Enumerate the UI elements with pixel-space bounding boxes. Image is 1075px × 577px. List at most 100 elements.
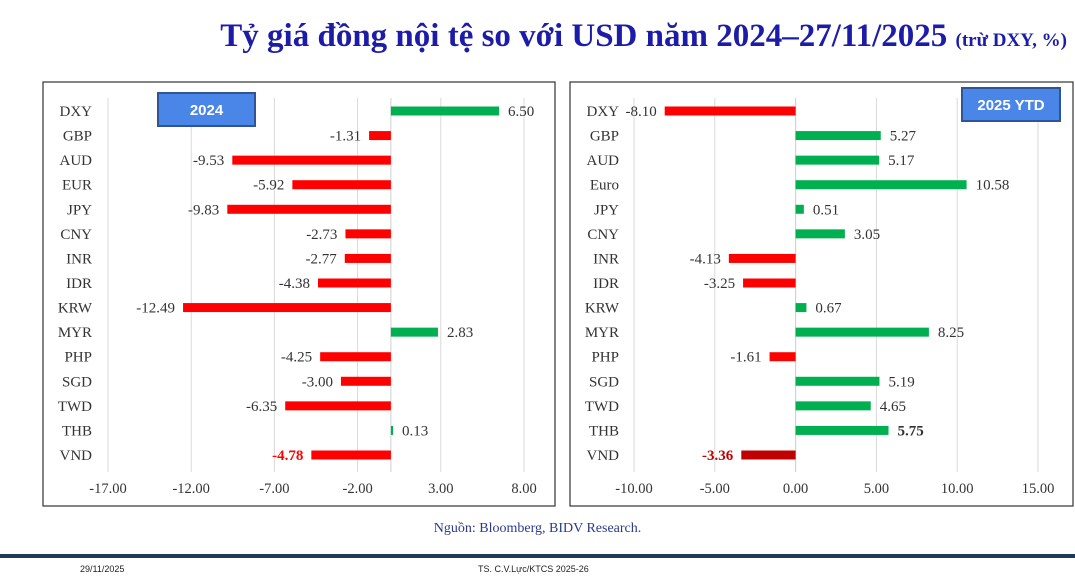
data-label: -3.25 bbox=[704, 276, 735, 292]
category-label: AUD bbox=[587, 153, 620, 169]
category-label: GBP bbox=[590, 129, 619, 145]
x-tick-label: -17.00 bbox=[89, 481, 126, 497]
category-label: CNY bbox=[60, 227, 92, 243]
category-label: INR bbox=[593, 251, 619, 267]
x-tick-label: -5.00 bbox=[700, 481, 730, 497]
data-label: 2.83 bbox=[447, 325, 473, 341]
bar-vnd bbox=[311, 450, 391, 460]
data-label: -1.31 bbox=[330, 129, 361, 145]
category-label: TWD bbox=[585, 399, 619, 415]
category-label: Euro bbox=[590, 178, 619, 194]
data-label: -6.35 bbox=[246, 399, 277, 415]
data-label: -2.73 bbox=[306, 227, 337, 243]
data-label: 5.27 bbox=[890, 129, 917, 145]
category-label: IDR bbox=[593, 276, 619, 292]
data-label: -2.77 bbox=[306, 251, 338, 267]
data-label: -1.61 bbox=[730, 350, 761, 366]
x-tick-label: 0.00 bbox=[783, 481, 808, 497]
data-label: 3.05 bbox=[854, 227, 880, 243]
data-label: 10.58 bbox=[976, 178, 1010, 194]
bar-thb bbox=[795, 425, 889, 435]
source-note: Nguồn: Bloomberg, BIDV Research. bbox=[433, 521, 642, 536]
bar-php bbox=[769, 352, 796, 362]
data-label: -4.25 bbox=[281, 350, 312, 366]
data-label: 0.51 bbox=[813, 202, 839, 218]
legend-box bbox=[961, 87, 1061, 122]
category-label: SGD bbox=[589, 374, 619, 390]
bar-dxy bbox=[664, 106, 796, 116]
bar-cny bbox=[795, 229, 845, 239]
data-label: 5.75 bbox=[898, 423, 924, 439]
legend-box bbox=[157, 92, 256, 127]
category-label: IDR bbox=[66, 276, 92, 292]
data-label: 5.19 bbox=[888, 374, 914, 390]
bar-aud bbox=[232, 155, 391, 165]
bar-krw bbox=[183, 303, 391, 313]
x-tick-label: 15.00 bbox=[1022, 481, 1055, 497]
category-label: PHP bbox=[64, 350, 92, 366]
bar-dxy bbox=[390, 106, 500, 116]
category-label: CNY bbox=[587, 227, 619, 243]
category-label: TWD bbox=[58, 399, 92, 415]
category-label: JPY bbox=[67, 202, 92, 218]
bar-cny bbox=[345, 229, 391, 239]
bar-inr bbox=[728, 253, 796, 263]
data-label: -3.36 bbox=[702, 448, 734, 464]
data-label: -9.83 bbox=[188, 202, 219, 218]
legend-label: 2024 bbox=[190, 102, 224, 119]
bar-sgd bbox=[795, 376, 880, 386]
data-label: 0.13 bbox=[402, 423, 428, 439]
chart-title: Tỷ giá đồng nội tệ so với USD năm 2024–2… bbox=[0, 18, 1075, 55]
category-label: PHP bbox=[591, 350, 619, 366]
bar-php bbox=[320, 352, 391, 362]
category-label: KRW bbox=[585, 301, 620, 317]
x-tick-label: -7.00 bbox=[259, 481, 289, 497]
category-label: MYR bbox=[58, 325, 92, 341]
bar-eur bbox=[292, 180, 391, 190]
bar-idr bbox=[317, 278, 391, 288]
x-tick-label: 3.00 bbox=[428, 481, 453, 497]
category-label: DXY bbox=[60, 104, 93, 120]
footer-author: TS. C.V.Lực/KTCS 2025-26 bbox=[478, 564, 589, 574]
bar-euro bbox=[795, 180, 967, 190]
data-label: -4.38 bbox=[279, 276, 310, 292]
data-label: 5.17 bbox=[888, 153, 915, 169]
category-label: KRW bbox=[58, 301, 93, 317]
bar-aud bbox=[795, 155, 880, 165]
data-label: -4.78 bbox=[272, 448, 303, 464]
bar-krw bbox=[795, 303, 807, 313]
data-label: -8.10 bbox=[625, 104, 656, 120]
bar-inr bbox=[344, 253, 391, 263]
x-tick-label: -2.00 bbox=[342, 481, 372, 497]
bar-idr bbox=[743, 278, 796, 288]
data-label: -3.00 bbox=[302, 374, 333, 390]
chart-frame bbox=[42, 81, 556, 507]
x-tick-label: 8.00 bbox=[511, 481, 536, 497]
bar-twd bbox=[795, 401, 871, 411]
data-label: -5.92 bbox=[253, 178, 284, 194]
legend-label: 2025 YTD bbox=[977, 97, 1044, 114]
footer-divider bbox=[0, 554, 1075, 558]
bar-myr bbox=[795, 327, 929, 337]
category-label: INR bbox=[66, 251, 92, 267]
category-label: SGD bbox=[62, 374, 92, 390]
data-label: -4.13 bbox=[690, 251, 721, 267]
x-tick-label: 5.00 bbox=[864, 481, 889, 497]
data-label: -9.53 bbox=[193, 153, 224, 169]
category-label: DXY bbox=[587, 104, 620, 120]
category-label: GBP bbox=[63, 129, 92, 145]
data-label: 0.67 bbox=[815, 301, 842, 317]
title-main: Tỷ giá đồng nội tệ so với USD năm 2024–2… bbox=[220, 18, 948, 54]
chart-frame bbox=[569, 81, 1074, 507]
bar-vnd bbox=[741, 450, 796, 460]
category-label: THB bbox=[62, 423, 92, 439]
bar-twd bbox=[285, 401, 391, 411]
x-tick-label: -10.00 bbox=[615, 481, 652, 497]
category-label: THB bbox=[589, 423, 619, 439]
data-label: 4.65 bbox=[880, 399, 906, 415]
bar-gbp bbox=[369, 131, 391, 141]
data-label: -12.49 bbox=[136, 301, 175, 317]
bar-jpy bbox=[795, 204, 804, 214]
bar-sgd bbox=[340, 376, 391, 386]
